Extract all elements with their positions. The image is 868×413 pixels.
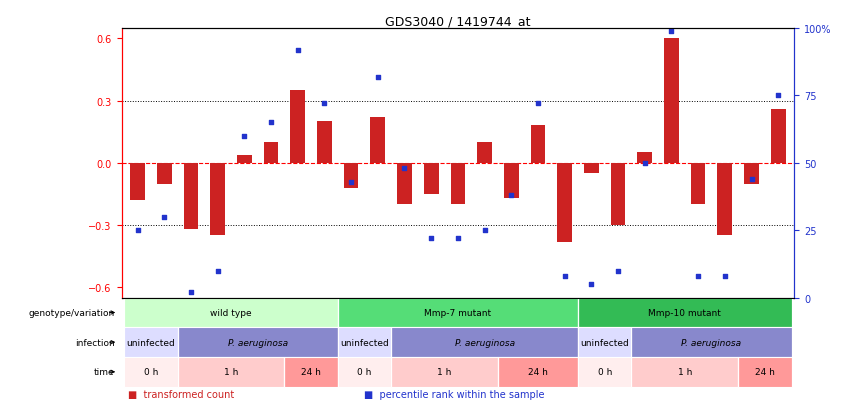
Point — [638, 160, 652, 167]
Text: 24 h: 24 h — [301, 368, 321, 376]
Bar — [504, 164, 518, 199]
Point — [318, 101, 332, 107]
Text: 0 h: 0 h — [597, 368, 612, 376]
Bar — [631, 328, 792, 357]
Text: 1 h: 1 h — [224, 368, 238, 376]
Point — [558, 273, 572, 280]
Point — [772, 93, 786, 100]
Point — [371, 74, 385, 81]
Point — [584, 281, 598, 288]
Text: 24 h: 24 h — [755, 368, 775, 376]
Point — [745, 176, 759, 183]
Bar — [338, 357, 391, 387]
Bar — [738, 357, 792, 387]
Point — [237, 133, 251, 140]
Bar — [578, 328, 631, 357]
Bar — [285, 357, 338, 387]
Point — [184, 289, 198, 296]
Point — [291, 47, 305, 54]
Bar — [578, 357, 631, 387]
Point — [611, 268, 625, 274]
Bar — [744, 164, 759, 184]
Text: time: time — [94, 368, 115, 376]
Bar — [371, 118, 385, 164]
Bar — [210, 164, 225, 236]
Text: uninfected: uninfected — [581, 338, 629, 347]
Text: ■  percentile rank within the sample: ■ percentile rank within the sample — [364, 389, 544, 399]
Text: uninfected: uninfected — [340, 338, 389, 347]
Bar — [611, 164, 625, 225]
Point — [531, 101, 545, 107]
Point — [130, 228, 144, 234]
Text: 1 h: 1 h — [437, 368, 451, 376]
Point — [477, 228, 491, 234]
Bar — [771, 109, 786, 164]
Text: Mmp-10 mutant: Mmp-10 mutant — [648, 308, 721, 317]
Bar — [124, 298, 338, 328]
Text: P. aeruginosa: P. aeruginosa — [681, 338, 741, 347]
Bar — [424, 164, 438, 195]
Text: Mmp-7 mutant: Mmp-7 mutant — [424, 308, 491, 317]
Point — [718, 273, 732, 280]
Bar — [124, 328, 178, 357]
Bar — [631, 357, 738, 387]
Bar — [130, 164, 145, 201]
Bar — [264, 143, 279, 164]
Point — [398, 166, 411, 172]
Bar — [317, 122, 332, 164]
Point — [344, 179, 358, 185]
Point — [264, 120, 278, 126]
Text: uninfected: uninfected — [127, 338, 175, 347]
Text: infection: infection — [75, 338, 115, 347]
Text: wild type: wild type — [210, 308, 252, 317]
Bar — [344, 164, 358, 188]
Text: 24 h: 24 h — [528, 368, 548, 376]
Bar — [157, 164, 172, 184]
Bar — [391, 328, 578, 357]
Bar — [178, 357, 285, 387]
Bar — [578, 298, 792, 328]
Bar — [477, 143, 492, 164]
Bar — [178, 328, 338, 357]
Point — [691, 273, 705, 280]
Text: P. aeruginosa: P. aeruginosa — [455, 338, 515, 347]
Text: ■  transformed count: ■ transformed count — [128, 389, 234, 399]
Point — [504, 192, 518, 199]
Bar — [237, 155, 252, 164]
Point — [451, 235, 465, 242]
Text: 1 h: 1 h — [678, 368, 692, 376]
Bar — [184, 164, 198, 230]
Bar — [338, 298, 578, 328]
Point — [665, 28, 679, 35]
Bar — [664, 39, 679, 164]
Bar — [557, 164, 572, 242]
Bar — [450, 164, 465, 205]
Bar — [584, 164, 599, 174]
Bar — [718, 164, 732, 236]
Bar — [338, 328, 391, 357]
Point — [157, 214, 171, 221]
Point — [211, 268, 225, 274]
Text: P. aeruginosa: P. aeruginosa — [227, 338, 287, 347]
Bar — [398, 164, 411, 205]
Text: 0 h: 0 h — [358, 368, 372, 376]
Bar — [124, 357, 178, 387]
Point — [424, 235, 438, 242]
Title: GDS3040 / 1419744_at: GDS3040 / 1419744_at — [385, 15, 530, 28]
Text: 0 h: 0 h — [144, 368, 158, 376]
Bar — [291, 91, 305, 164]
Bar — [391, 357, 498, 387]
Bar — [498, 357, 578, 387]
Bar — [530, 126, 545, 164]
Text: genotype/variation: genotype/variation — [29, 308, 115, 317]
Bar — [691, 164, 706, 205]
Bar — [637, 153, 652, 164]
